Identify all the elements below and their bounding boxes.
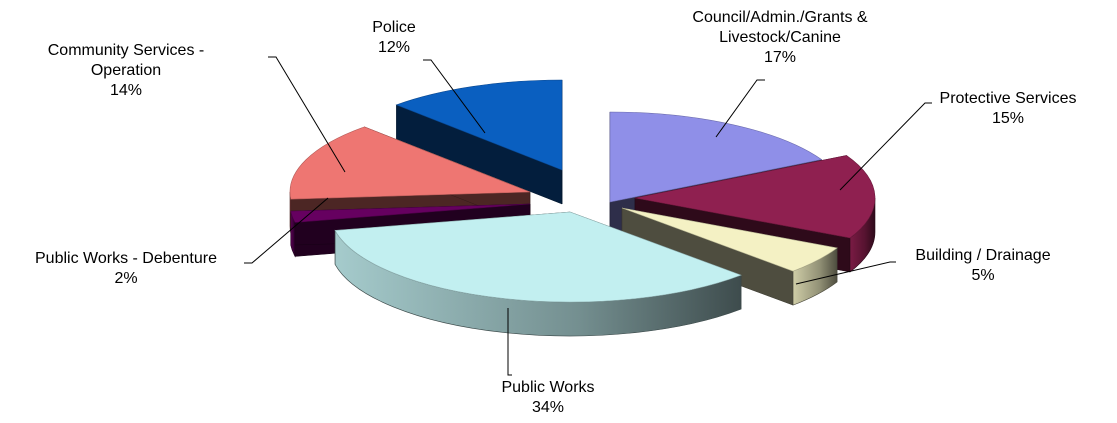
slice-label: Community Services - Operation 14% <box>48 42 204 99</box>
slice-name-label: Public Works <box>501 379 594 396</box>
slice-name-label: Council/Admin./Grants & <box>692 9 868 26</box>
pie-slice <box>621 207 838 306</box>
leader-line <box>507 308 512 376</box>
slice-label: Building / Drainage 5% <box>915 247 1050 284</box>
leader-line <box>244 197 329 264</box>
slice-name-label: Protective Services <box>940 90 1077 107</box>
slice-name-label: Community Services - <box>48 42 204 59</box>
slice-label: Protective Services 15% <box>940 90 1077 127</box>
leader-lines-layer <box>244 56 932 376</box>
leader-line <box>795 261 896 285</box>
slice-percent-label: 15% <box>992 110 1024 127</box>
leader-line <box>715 79 765 138</box>
slice-percent-label: 5% <box>971 267 994 284</box>
slice-top-face <box>634 155 876 239</box>
leader-line <box>423 59 486 134</box>
slice-label: Council/Admin./Grants & Livestock/Canine 1… <box>692 9 868 66</box>
slices-layer <box>289 79 876 337</box>
slice-top-face <box>289 126 531 200</box>
pie-slice <box>334 211 742 337</box>
slice-label: Police 12% <box>372 19 416 56</box>
slice-name-label: Police <box>372 19 416 36</box>
slice-name-label: Public Works - Debenture <box>35 250 217 267</box>
slice-label: Public Works 34% <box>501 379 594 416</box>
slice-name-label: Operation <box>91 62 161 79</box>
labels-layer: Council/Admin./Grants & Livestock/Canine 1… <box>35 9 1076 416</box>
slice-percent-label: 14% <box>110 82 142 99</box>
slice-label: Public Works - Debenture 2% <box>35 250 217 287</box>
slice-name-label: Building / Drainage <box>915 247 1050 264</box>
slice-top-face <box>290 203 531 223</box>
slice-percent-label: 34% <box>532 399 564 416</box>
slice-percent-label: 2% <box>114 270 137 287</box>
slice-name-label: Livestock/Canine <box>719 29 841 46</box>
leader-line <box>268 56 346 173</box>
slice-top-face <box>334 211 742 303</box>
slice-top-face <box>621 207 838 272</box>
slice-percent-label: 12% <box>378 39 410 56</box>
leader-line <box>839 102 932 191</box>
slice-percent-label: 17% <box>764 49 796 66</box>
slice-top-face <box>609 111 823 203</box>
